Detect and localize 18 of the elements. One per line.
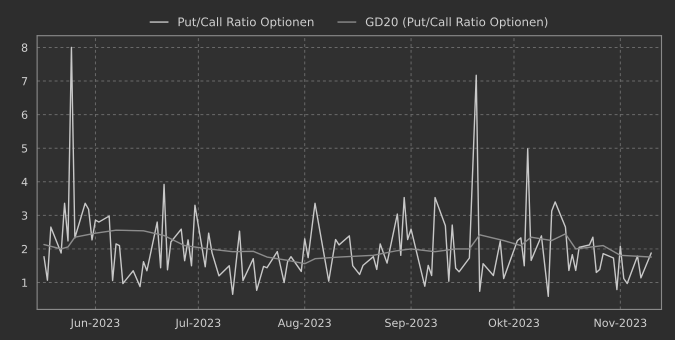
y-tick-label: 5 [22,144,28,153]
x-tick-label: Jul-2023 [174,318,220,330]
y-tick-label: 8 [22,43,28,52]
x-tick-label: Nov-2023 [594,318,646,328]
legend-label: Put/Call Ratio Optionen [178,17,314,29]
line-series [43,229,652,264]
x-tick-label: Sep-2023 [385,318,437,330]
y-tick-label: 2 [22,244,27,254]
y-tick-label: 6 [22,110,28,119]
legend-label: GD20 (Put/Call Ratio Optionen) [366,17,548,29]
y-tick-label: 4 [22,178,28,186]
x-tick-label: Aug-2023 [278,318,331,330]
line-series [43,46,652,297]
y-tick-label: 7 [22,77,28,86]
x-tick-label: Okt-2023 [488,318,540,328]
y-tick-label: 3 [22,211,28,220]
y-tick-label: 1 [22,278,28,287]
x-tick-label: Jun-2023 [70,318,120,330]
